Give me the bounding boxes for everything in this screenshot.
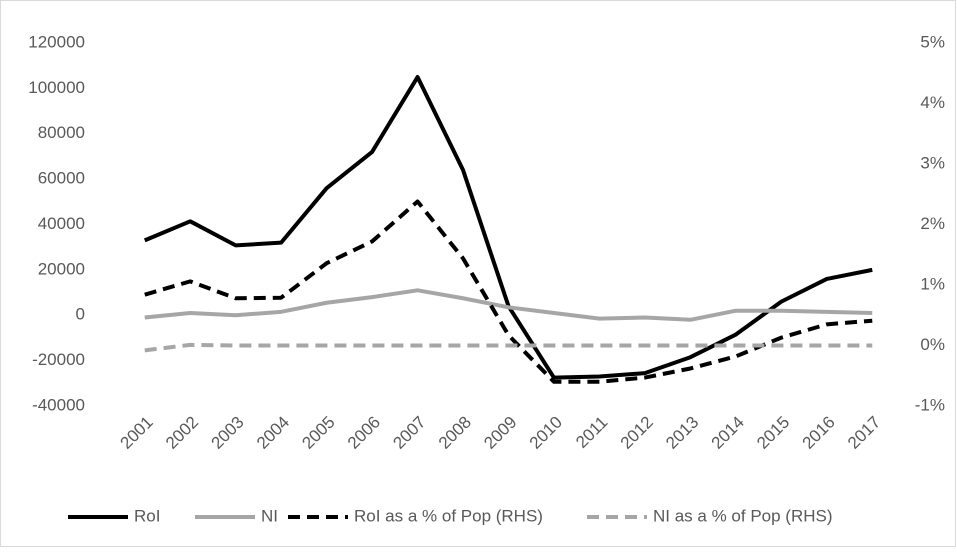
y2-tick-label: 5% [920,32,945,51]
y-tick-label: 40000 [38,214,85,233]
y2-tick-label: 2% [920,214,945,233]
series-line [144,342,873,353]
y-tick-label: 80000 [38,123,85,142]
y2-tick-label: 3% [920,153,945,172]
y2-tick-label: -1% [915,395,945,414]
legend-label: NI as a % of Pop (RHS) [653,506,833,525]
y-tick-label: 120000 [28,32,85,51]
y2-tick-label: 1% [920,274,945,293]
y-tick-label: -20000 [32,350,85,369]
legend-label: NI [261,506,278,525]
legend-label: RoI as a % of Pop (RHS) [354,506,543,525]
y-tick-label: 20000 [38,259,85,278]
y-tick-label: 60000 [38,169,85,188]
y2-tick-label: 0% [920,335,945,354]
series-line [144,288,873,322]
legend-label: RoI [134,506,160,525]
y-tick-label: 100000 [28,78,85,97]
y2-tick-label: 4% [920,93,945,112]
y-tick-label: -40000 [32,395,85,414]
y-tick-label: 0 [76,305,85,324]
